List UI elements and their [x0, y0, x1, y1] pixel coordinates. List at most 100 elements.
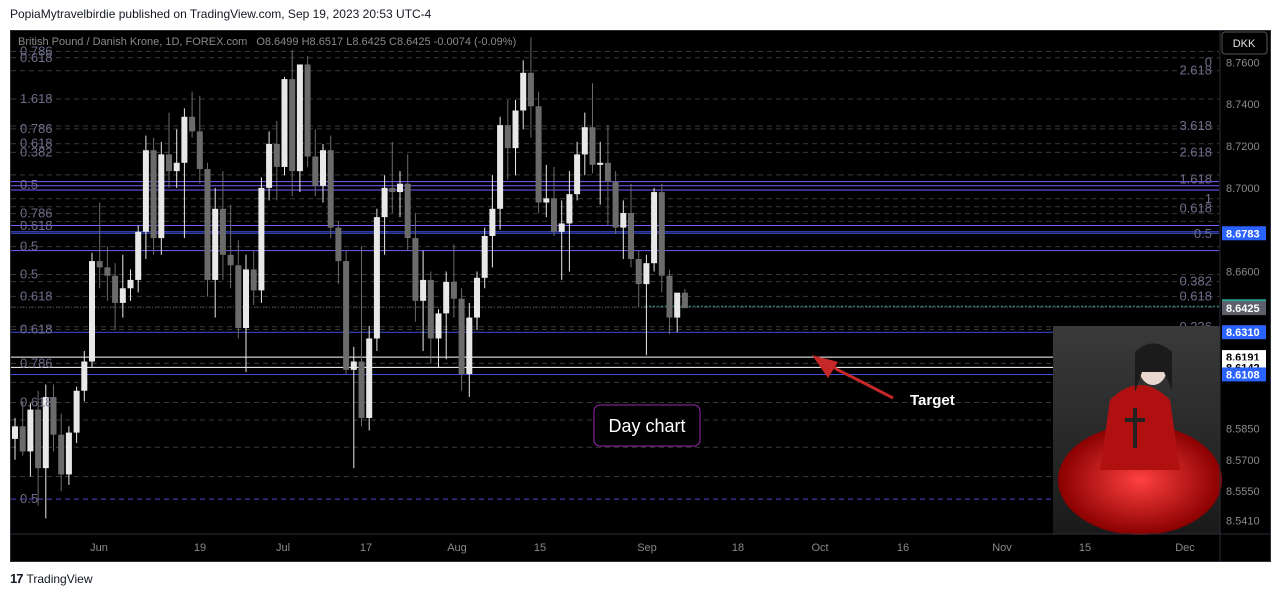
candle	[381, 175, 388, 255]
candle-body	[489, 208, 496, 236]
fib-label-left: 0.5	[20, 239, 38, 254]
candle	[497, 116, 504, 230]
x-tick-label: 18	[732, 542, 744, 554]
candle-body	[474, 277, 480, 318]
fib-labels: 0.7860.6181.6180.7860.6180.3820.50.7860.…	[20, 43, 1212, 506]
candle-body	[427, 279, 434, 339]
candle-body	[435, 313, 442, 339]
portrait-image	[1053, 326, 1222, 535]
candle	[373, 208, 380, 352]
candle	[327, 135, 334, 239]
y-tick-label: 8.7400	[1226, 99, 1260, 111]
currency-button[interactable]: DKK	[1221, 31, 1268, 55]
candle-body	[142, 150, 149, 232]
candle-body	[520, 72, 527, 111]
x-tick-label: Jul	[276, 542, 290, 554]
price-axis[interactable]: 8.7600 8.7400 8.7200 8.7000 8.6600 8.5850 8.57…	[11, 31, 1270, 561]
fib-label-right: 2.618	[1179, 63, 1212, 78]
candle-body	[481, 235, 488, 278]
candle	[412, 212, 419, 322]
candle	[243, 254, 249, 372]
candle	[312, 129, 319, 197]
candle	[581, 112, 588, 176]
target-label: Target	[910, 392, 955, 409]
candle-body	[73, 390, 80, 433]
y-tick-label: 8.5700	[1226, 455, 1260, 467]
candle	[674, 292, 681, 333]
fib-label-left: 0.618	[20, 288, 53, 303]
candle-body	[127, 279, 134, 289]
candle	[81, 351, 88, 402]
candle	[458, 288, 465, 391]
candle	[343, 250, 350, 375]
candle	[227, 204, 234, 289]
candle-body	[543, 198, 550, 203]
candle-body	[597, 162, 604, 165]
fib-label-right: 3.618	[1179, 118, 1212, 133]
symbol-legend: British Pound / Danish Krone, 1D, FOREX.…	[18, 36, 516, 48]
candle-body	[581, 127, 588, 155]
x-tick-label: Oct	[811, 542, 828, 554]
candle-body	[350, 361, 357, 370]
candle	[512, 100, 519, 176]
candle	[219, 171, 226, 280]
day-chart-annotation[interactable]: Day chart	[593, 404, 701, 447]
price-tag-bg	[1222, 301, 1266, 316]
candle	[320, 143, 326, 203]
fib-label-left: 1.618	[20, 91, 53, 106]
candle-body	[381, 187, 388, 218]
candle-body	[320, 150, 326, 186]
candle	[612, 171, 619, 234]
candle-body	[327, 150, 334, 228]
candle-body	[235, 265, 242, 329]
price-tags: 8.67838.64348.64258.63108.61918.61428.61…	[1222, 226, 1266, 382]
candle-body	[512, 110, 519, 149]
candle	[250, 250, 257, 306]
y-tick-label: 8.7000	[1226, 183, 1260, 195]
candle-body	[651, 192, 658, 264]
candle-body	[643, 263, 650, 285]
candle	[558, 200, 565, 280]
candle	[166, 112, 172, 188]
candle-body	[266, 143, 273, 188]
x-tick-label: 16	[897, 542, 909, 554]
candle-body	[681, 292, 688, 309]
candle	[296, 64, 303, 193]
candle	[666, 269, 673, 335]
candle-body	[104, 267, 111, 276]
candle	[651, 187, 658, 272]
fib-label-left: 0.618	[20, 50, 53, 65]
candle	[504, 100, 511, 180]
candle-body	[527, 72, 534, 107]
candle	[112, 263, 119, 331]
footer-brand[interactable]: TradingView	[26, 571, 93, 586]
candle-body	[674, 292, 681, 318]
candle-body	[119, 288, 126, 303]
candle-body	[551, 198, 557, 232]
candle	[135, 225, 142, 293]
x-tick-label: Jun	[90, 542, 108, 554]
candle	[450, 244, 457, 318]
candle-body	[558, 223, 565, 232]
candle-body	[181, 116, 188, 163]
fib-label-right: 1	[1205, 191, 1212, 206]
candle	[204, 162, 211, 297]
price-tag-label: 8.6783	[1226, 228, 1260, 240]
candle-body	[420, 279, 427, 301]
time-axis[interactable]: Jun 19 Jul 17 Aug 15 Sep 18 Oct 16 Nov 15 Dec	[90, 542, 1195, 554]
target-arrow[interactable]: Target	[812, 355, 955, 409]
candle-body	[281, 79, 288, 167]
y-tick-label: 8.7200	[1226, 141, 1260, 153]
candle-body	[219, 208, 226, 255]
candle-body	[497, 125, 504, 209]
candle-body	[466, 317, 473, 375]
candle-body	[196, 131, 203, 170]
fib-label-right: 0.618	[1179, 200, 1212, 215]
footer: 17 TradingView	[10, 571, 93, 586]
candle-body	[312, 156, 319, 186]
price-tag-label: 8.6425	[1226, 303, 1260, 315]
candle-body	[173, 162, 180, 172]
candle-body	[335, 227, 342, 262]
symbol-name: British Pound / Danish Krone, 1D, FOREX.…	[18, 36, 247, 48]
